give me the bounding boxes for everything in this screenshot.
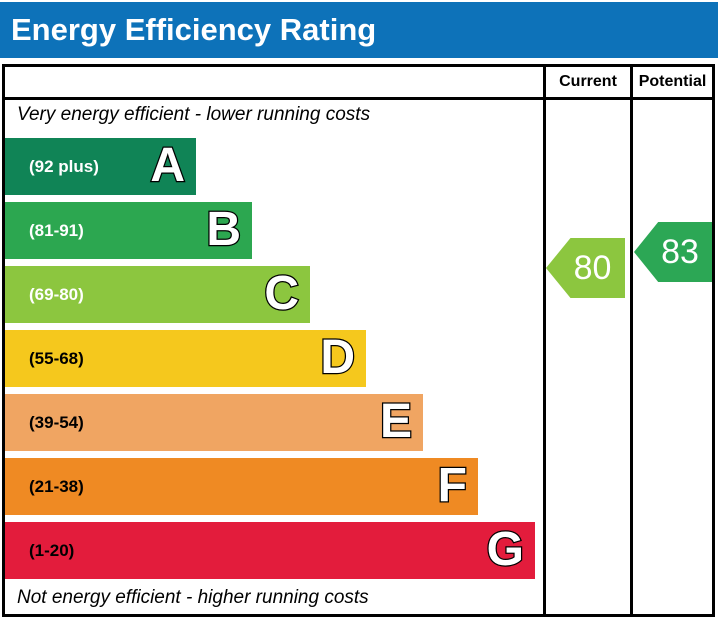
band-a-letter: A bbox=[149, 137, 186, 193]
band-d-range: (55-68) bbox=[29, 348, 84, 368]
band-b-letter: B bbox=[205, 201, 242, 257]
band-c: (69-80) C bbox=[5, 265, 310, 323]
column-header-current: Current bbox=[559, 73, 617, 90]
band-e: (39-54) E bbox=[5, 393, 423, 451]
band-f: (21-38) F bbox=[5, 457, 478, 515]
band-e-letter: E bbox=[379, 393, 414, 449]
bottom-note: Not energy efficient - higher running co… bbox=[17, 587, 369, 608]
potential-rating-arrow: 83 bbox=[634, 222, 712, 282]
band-g: (1-20) G bbox=[5, 521, 535, 579]
band-g-letter: G bbox=[485, 521, 525, 577]
band-g-range: (1-20) bbox=[29, 540, 75, 560]
band-b-range: (81-91) bbox=[29, 220, 84, 240]
band-d-letter: D bbox=[319, 329, 356, 385]
band-e-range: (39-54) bbox=[29, 412, 84, 432]
band-d: (55-68) D bbox=[5, 329, 366, 387]
header-underline bbox=[2, 97, 715, 100]
band-b: (81-91) B bbox=[5, 201, 252, 259]
band-a: (92 plus) A bbox=[5, 137, 196, 195]
title-bar: Energy Efficiency Rating bbox=[0, 2, 718, 58]
potential-column-divider bbox=[630, 64, 633, 617]
band-f-letter: F bbox=[436, 457, 468, 512]
band-c-range: (69-80) bbox=[29, 284, 84, 304]
band-c-letter: C bbox=[263, 265, 300, 321]
band-f-range: (21-38) bbox=[29, 476, 84, 496]
rating-table-frame bbox=[2, 64, 715, 617]
current-rating-value: 80 bbox=[573, 248, 612, 287]
top-note: Very energy efficient - lower running co… bbox=[17, 104, 371, 125]
current-column-divider bbox=[543, 64, 546, 617]
page-title: Energy Efficiency Rating bbox=[11, 12, 377, 47]
column-header-potential: Potential bbox=[638, 73, 707, 90]
potential-rating-value: 83 bbox=[661, 232, 699, 271]
band-a-range: (92 plus) bbox=[29, 156, 99, 176]
